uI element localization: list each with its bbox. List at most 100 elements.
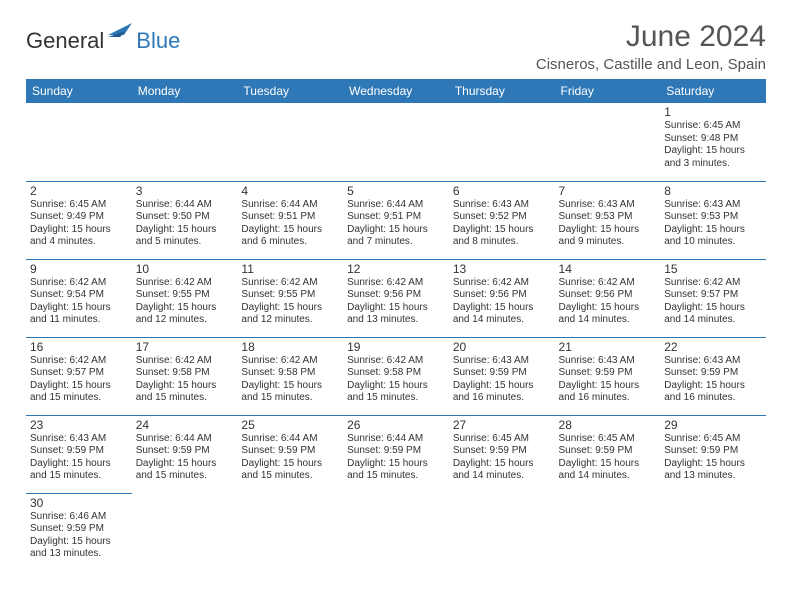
- daylight-text: Daylight: 15 hours and 14 minutes.: [664, 302, 762, 327]
- logo-text-blue: Blue: [136, 28, 180, 54]
- sunrise-text: Sunrise: 6:45 AM: [664, 120, 762, 133]
- day-number: 26: [347, 418, 445, 432]
- day-info: Sunrise: 6:42 AMSunset: 9:56 PMDaylight:…: [453, 277, 551, 327]
- sunrise-text: Sunrise: 6:44 AM: [347, 199, 445, 212]
- calendar-body: 1Sunrise: 6:45 AMSunset: 9:48 PMDaylight…: [26, 103, 766, 571]
- sunset-text: Sunset: 9:59 PM: [453, 367, 551, 380]
- sunset-text: Sunset: 9:59 PM: [347, 445, 445, 458]
- calendar-cell: 15Sunrise: 6:42 AMSunset: 9:57 PMDayligh…: [660, 259, 766, 337]
- header: General Blue June 2024 Cisneros, Castill…: [26, 20, 766, 73]
- sunrise-text: Sunrise: 6:42 AM: [241, 277, 339, 290]
- sunset-text: Sunset: 9:59 PM: [30, 445, 128, 458]
- sunset-text: Sunset: 9:52 PM: [453, 211, 551, 224]
- day-number: 9: [30, 262, 128, 276]
- sunset-text: Sunset: 9:57 PM: [664, 289, 762, 302]
- daylight-text: Daylight: 15 hours and 5 minutes.: [136, 224, 234, 249]
- day-header: Saturday: [660, 79, 766, 103]
- daylight-text: Daylight: 15 hours and 13 minutes.: [30, 536, 128, 561]
- daylight-text: Daylight: 15 hours and 12 minutes.: [241, 302, 339, 327]
- day-info: Sunrise: 6:44 AMSunset: 9:59 PMDaylight:…: [241, 433, 339, 483]
- daylight-text: Daylight: 15 hours and 4 minutes.: [30, 224, 128, 249]
- location: Cisneros, Castille and Leon, Spain: [536, 56, 766, 73]
- day-number: 12: [347, 262, 445, 276]
- daylight-text: Daylight: 15 hours and 3 minutes.: [664, 145, 762, 170]
- sunrise-text: Sunrise: 6:43 AM: [664, 199, 762, 212]
- sunrise-text: Sunrise: 6:42 AM: [559, 277, 657, 290]
- day-number: 15: [664, 262, 762, 276]
- day-info: Sunrise: 6:42 AMSunset: 9:58 PMDaylight:…: [136, 355, 234, 405]
- sunset-text: Sunset: 9:59 PM: [30, 523, 128, 536]
- sunset-text: Sunset: 9:59 PM: [241, 445, 339, 458]
- sunrise-text: Sunrise: 6:44 AM: [241, 199, 339, 212]
- calendar-cell: 13Sunrise: 6:42 AMSunset: 9:56 PMDayligh…: [449, 259, 555, 337]
- calendar-week: 9Sunrise: 6:42 AMSunset: 9:54 PMDaylight…: [26, 259, 766, 337]
- sunrise-text: Sunrise: 6:42 AM: [136, 277, 234, 290]
- sunset-text: Sunset: 9:53 PM: [664, 211, 762, 224]
- day-header: Monday: [132, 79, 238, 103]
- calendar-cell: 8Sunrise: 6:43 AMSunset: 9:53 PMDaylight…: [660, 181, 766, 259]
- sunset-text: Sunset: 9:55 PM: [136, 289, 234, 302]
- daylight-text: Daylight: 15 hours and 8 minutes.: [453, 224, 551, 249]
- sunrise-text: Sunrise: 6:42 AM: [30, 355, 128, 368]
- calendar-cell: [555, 493, 661, 571]
- sunset-text: Sunset: 9:56 PM: [453, 289, 551, 302]
- day-info: Sunrise: 6:43 AMSunset: 9:53 PMDaylight:…: [664, 199, 762, 249]
- sunset-text: Sunset: 9:49 PM: [30, 211, 128, 224]
- sunrise-text: Sunrise: 6:42 AM: [136, 355, 234, 368]
- day-number: 7: [559, 184, 657, 198]
- sunrise-text: Sunrise: 6:46 AM: [30, 511, 128, 524]
- calendar-cell: 19Sunrise: 6:42 AMSunset: 9:58 PMDayligh…: [343, 337, 449, 415]
- day-number: 14: [559, 262, 657, 276]
- calendar-cell: [132, 493, 238, 571]
- sunrise-text: Sunrise: 6:45 AM: [30, 199, 128, 212]
- day-number: 20: [453, 340, 551, 354]
- day-info: Sunrise: 6:43 AMSunset: 9:53 PMDaylight:…: [559, 199, 657, 249]
- calendar-cell: 22Sunrise: 6:43 AMSunset: 9:59 PMDayligh…: [660, 337, 766, 415]
- calendar-cell: [237, 103, 343, 181]
- day-number: 17: [136, 340, 234, 354]
- daylight-text: Daylight: 15 hours and 11 minutes.: [30, 302, 128, 327]
- day-info: Sunrise: 6:43 AMSunset: 9:59 PMDaylight:…: [453, 355, 551, 405]
- day-info: Sunrise: 6:43 AMSunset: 9:52 PMDaylight:…: [453, 199, 551, 249]
- calendar-cell: [237, 493, 343, 571]
- day-info: Sunrise: 6:42 AMSunset: 9:57 PMDaylight:…: [664, 277, 762, 327]
- sunset-text: Sunset: 9:57 PM: [30, 367, 128, 380]
- day-number: 30: [30, 496, 128, 510]
- calendar-cell: 9Sunrise: 6:42 AMSunset: 9:54 PMDaylight…: [26, 259, 132, 337]
- day-number: 4: [241, 184, 339, 198]
- day-info: Sunrise: 6:42 AMSunset: 9:55 PMDaylight:…: [136, 277, 234, 327]
- calendar-cell: [26, 103, 132, 181]
- daylight-text: Daylight: 15 hours and 15 minutes.: [241, 380, 339, 405]
- daylight-text: Daylight: 15 hours and 15 minutes.: [136, 380, 234, 405]
- day-info: Sunrise: 6:42 AMSunset: 9:55 PMDaylight:…: [241, 277, 339, 327]
- day-info: Sunrise: 6:46 AMSunset: 9:59 PMDaylight:…: [30, 511, 128, 561]
- daylight-text: Daylight: 15 hours and 15 minutes.: [347, 458, 445, 483]
- calendar-cell: 10Sunrise: 6:42 AMSunset: 9:55 PMDayligh…: [132, 259, 238, 337]
- daylight-text: Daylight: 15 hours and 15 minutes.: [241, 458, 339, 483]
- sunset-text: Sunset: 9:58 PM: [347, 367, 445, 380]
- day-number: 5: [347, 184, 445, 198]
- sunrise-text: Sunrise: 6:42 AM: [30, 277, 128, 290]
- sunset-text: Sunset: 9:59 PM: [664, 367, 762, 380]
- sunrise-text: Sunrise: 6:44 AM: [136, 199, 234, 212]
- day-number: 24: [136, 418, 234, 432]
- day-info: Sunrise: 6:45 AMSunset: 9:49 PMDaylight:…: [30, 199, 128, 249]
- daylight-text: Daylight: 15 hours and 16 minutes.: [453, 380, 551, 405]
- day-number: 18: [241, 340, 339, 354]
- calendar-cell: 5Sunrise: 6:44 AMSunset: 9:51 PMDaylight…: [343, 181, 449, 259]
- sunrise-text: Sunrise: 6:43 AM: [559, 355, 657, 368]
- day-number: 13: [453, 262, 551, 276]
- daylight-text: Daylight: 15 hours and 15 minutes.: [30, 380, 128, 405]
- sunset-text: Sunset: 9:51 PM: [241, 211, 339, 224]
- calendar-cell: [132, 103, 238, 181]
- calendar-cell: 28Sunrise: 6:45 AMSunset: 9:59 PMDayligh…: [555, 415, 661, 493]
- day-header: Thursday: [449, 79, 555, 103]
- day-info: Sunrise: 6:42 AMSunset: 9:58 PMDaylight:…: [241, 355, 339, 405]
- day-number: 21: [559, 340, 657, 354]
- logo-text-general: General: [26, 28, 104, 54]
- daylight-text: Daylight: 15 hours and 16 minutes.: [559, 380, 657, 405]
- calendar-cell: 25Sunrise: 6:44 AMSunset: 9:59 PMDayligh…: [237, 415, 343, 493]
- calendar-cell: 29Sunrise: 6:45 AMSunset: 9:59 PMDayligh…: [660, 415, 766, 493]
- day-number: 28: [559, 418, 657, 432]
- calendar-cell: 1Sunrise: 6:45 AMSunset: 9:48 PMDaylight…: [660, 103, 766, 181]
